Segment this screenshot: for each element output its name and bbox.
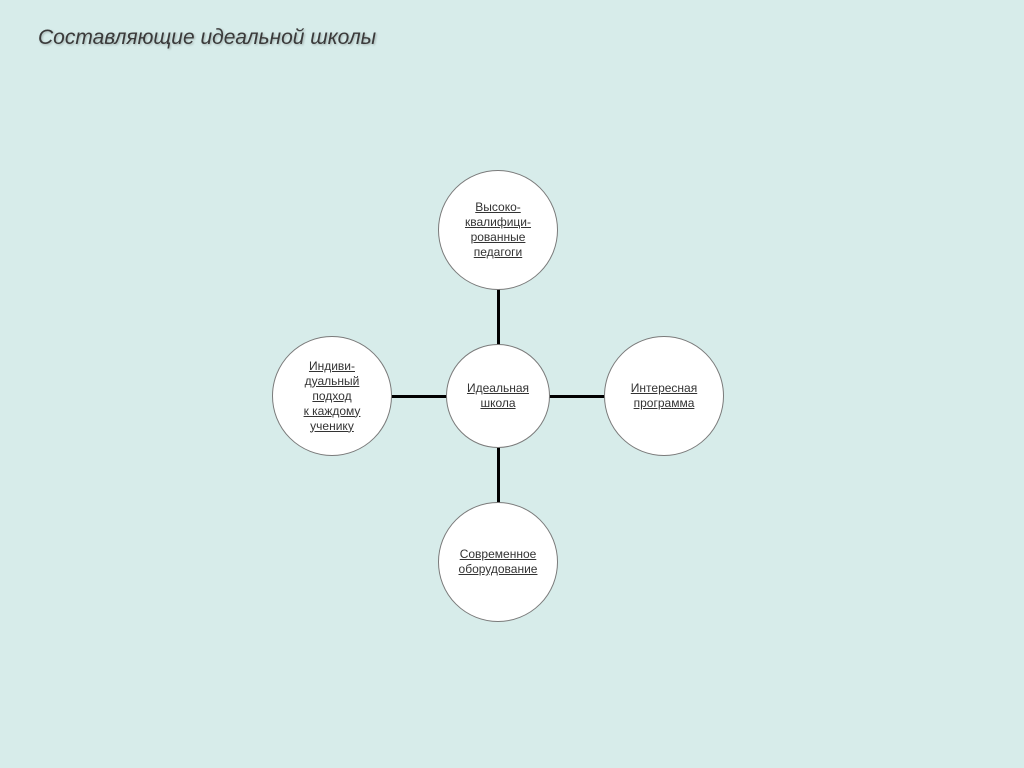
node-top-label: Высоко- квалифици- рованные педагоги <box>465 200 531 260</box>
node-right-label: Интересная программа <box>631 381 697 411</box>
slide-title: Составляющие идеальной школы <box>38 26 376 50</box>
node-bottom: Современное оборудование <box>438 502 558 622</box>
node-center: Идеальная школа <box>446 344 550 448</box>
node-center-label: Идеальная школа <box>467 381 529 411</box>
node-left: Индиви- дуальный подход к каждому ученик… <box>272 336 392 456</box>
node-bottom-label: Современное оборудование <box>459 547 538 577</box>
node-right: Интересная программа <box>604 336 724 456</box>
node-left-label: Индиви- дуальный подход к каждому ученик… <box>304 359 361 434</box>
node-top: Высоко- квалифици- рованные педагоги <box>438 170 558 290</box>
slide-canvas: Составляющие идеальной школы Идеальная ш… <box>0 0 1024 768</box>
